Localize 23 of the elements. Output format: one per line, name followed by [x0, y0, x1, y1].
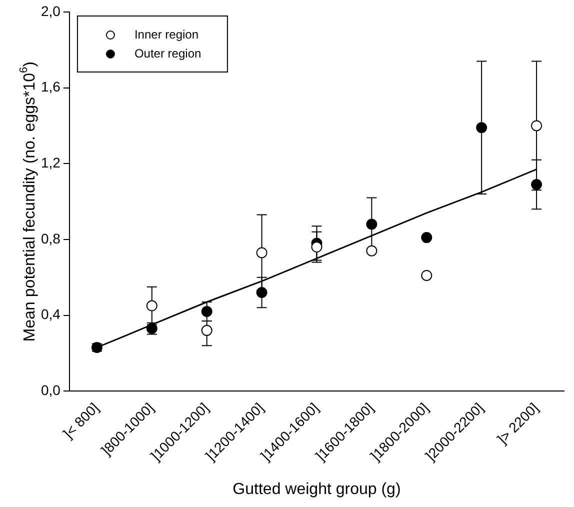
y-tick-label: 1,2 [40, 154, 61, 170]
point [201, 306, 212, 317]
point [476, 122, 488, 134]
point [421, 232, 432, 244]
point [256, 247, 268, 258]
y-axis-title: Mean potential fecundity (no. eggs*106) [18, 62, 38, 342]
point [531, 178, 542, 190]
y-tick-label: 0,4 [40, 306, 61, 322]
legend-label: Inner region [134, 27, 199, 42]
point [366, 218, 378, 230]
point [531, 120, 542, 132]
point [256, 287, 268, 298]
point [421, 270, 432, 281]
y-tick-label: 2,0 [40, 2, 61, 19]
point [201, 324, 212, 336]
y-tick-label: 0,0 [40, 382, 61, 398]
point [366, 245, 378, 256]
point [311, 242, 322, 253]
point [146, 300, 158, 312]
y-tick-label: 0,8 [40, 230, 61, 246]
legend-label: Outer region [134, 46, 202, 60]
y-tick-label: 1,6 [40, 78, 61, 95]
x-axis-title: Gutted weight group (g) [232, 480, 401, 498]
